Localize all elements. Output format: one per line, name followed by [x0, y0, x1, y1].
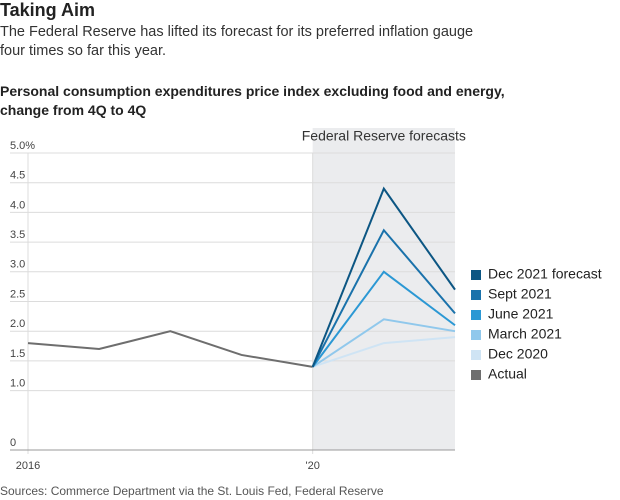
y-tick-label: 2.5 [10, 288, 25, 300]
legend-label: Actual [488, 366, 527, 382]
y-tick-label: 4.0 [10, 199, 25, 211]
legend-swatch [471, 270, 481, 280]
legend-swatch [471, 370, 481, 380]
forecast-region [312, 128, 455, 450]
series-line [312, 336, 456, 368]
chart: Federal Reserve forecasts 0 1.0 1.5 2.0 2.5 3.… [10, 128, 602, 472]
legend-swatch [471, 350, 481, 360]
y-tick-label: 4.5 [10, 170, 25, 182]
chart-title: Personal consumption expenditures price … [0, 83, 505, 118]
series-line [311, 228, 456, 368]
legend-swatch [471, 330, 481, 340]
y-tick-label: 3.0 [10, 259, 25, 271]
legend-label: Dec 2020 [488, 346, 548, 362]
legend-label: Dec 2021 forecast [488, 266, 602, 282]
source: Sources: Commerce Department via the St.… [0, 484, 384, 498]
title: Taking Aim [0, 0, 96, 20]
y-tick-label: 3.5 [10, 229, 25, 241]
series-line [311, 186, 456, 368]
y-tick-label: 2.0 [10, 318, 25, 330]
series-line [27, 330, 313, 368]
region-label: Federal Reserve forecasts [302, 128, 466, 144]
legend-label: June 2021 [488, 306, 554, 322]
y-tick-label: 0 [10, 437, 16, 449]
y-tick-label: 5.0% [10, 140, 35, 152]
legend-label: Sept 2021 [488, 286, 552, 302]
y-tick-label: 1.0 [10, 378, 25, 390]
x-tick-label: 2016 [16, 460, 40, 472]
legend-label: March 2021 [488, 326, 562, 342]
legend-swatch [471, 310, 481, 320]
subtitle: The Federal Reserve has lifted its forec… [0, 24, 474, 59]
series-line [312, 318, 456, 368]
series-line [311, 270, 456, 368]
y-tick-label: 1.5 [10, 348, 25, 360]
legend-swatch [471, 290, 481, 300]
x-tick-label: '20 [305, 460, 319, 472]
